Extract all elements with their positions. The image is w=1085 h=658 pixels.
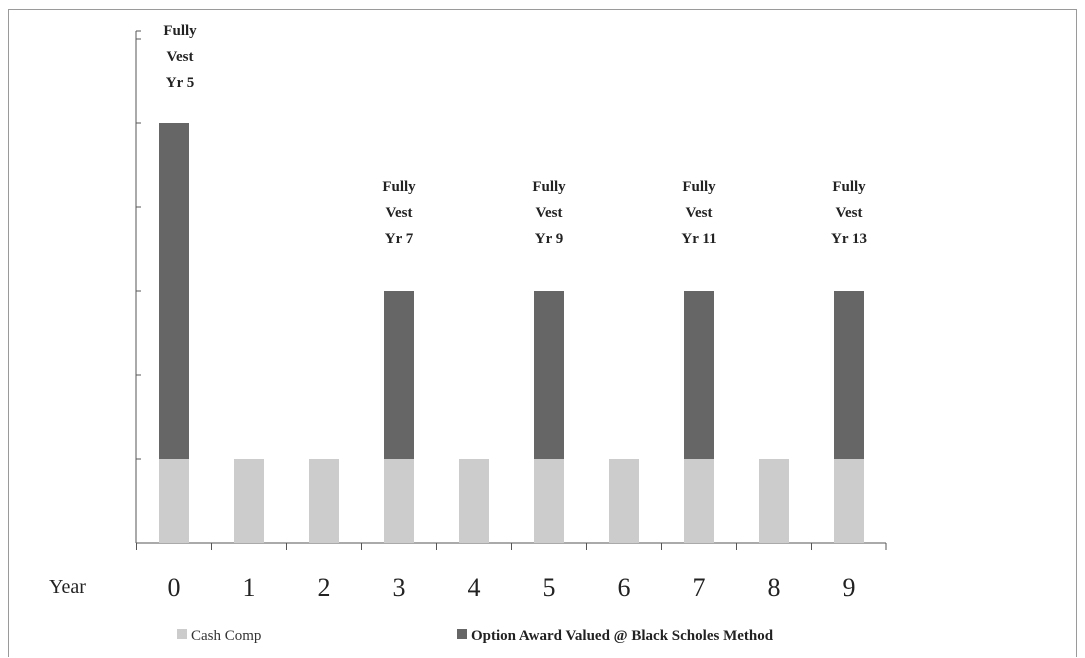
bars-layer <box>159 123 864 543</box>
annotation-fully-vest: Fully Vest Yr 9 <box>532 179 566 247</box>
annotation-line: Yr 11 <box>681 231 716 247</box>
annotation-line: Vest <box>386 205 413 221</box>
bar-cash-comp <box>759 459 789 543</box>
bar-cash-comp <box>609 459 639 543</box>
annotation-line: Fully <box>163 23 197 39</box>
bar-cash-comp <box>234 459 264 543</box>
annotation-line: Fully <box>832 179 866 195</box>
x-tick-label: 6 <box>618 573 631 602</box>
annotation-line: Vest <box>167 49 194 65</box>
annotation-fully-vest: Fully Vest Yr 5 <box>163 23 197 91</box>
bar-cash-comp <box>384 459 414 543</box>
legend-swatch-option-award <box>457 629 467 639</box>
x-tick-label: 0 <box>168 573 181 602</box>
annotation-line: Vest <box>686 205 713 221</box>
x-tick-label: 9 <box>843 573 856 602</box>
labels-layer: Year 0 1 2 3 4 5 6 7 8 9 <box>49 573 856 602</box>
annotation-line: Yr 7 <box>385 231 414 247</box>
x-tick-label: 7 <box>693 573 706 602</box>
bar-option-award <box>534 291 564 459</box>
x-tick-label: 8 <box>768 573 781 602</box>
bar-cash-comp <box>684 459 714 543</box>
bar-cash-comp <box>834 459 864 543</box>
bar-cash-comp <box>159 459 189 543</box>
x-axis-title: Year <box>49 576 86 598</box>
x-tick-label: 4 <box>468 573 481 602</box>
bar-cash-comp <box>534 459 564 543</box>
annotation-line: Vest <box>836 205 863 221</box>
legend-label-option-award: Option Award Valued @ Black Scholes Meth… <box>471 628 774 644</box>
bar-option-award <box>684 291 714 459</box>
legend-label-cash-comp: Cash Comp <box>191 628 261 644</box>
x-tick-label: 1 <box>243 573 256 602</box>
x-tick-label: 5 <box>543 573 556 602</box>
bar-option-award <box>834 291 864 459</box>
annotation-line: Fully <box>532 179 566 195</box>
annotation-line: Vest <box>536 205 563 221</box>
annotation-line: Fully <box>682 179 716 195</box>
legend: Cash Comp Option Award Valued @ Black Sch… <box>177 628 774 644</box>
x-tick-label: 3 <box>393 573 406 602</box>
bar-option-award <box>159 123 189 459</box>
bar-cash-comp <box>309 459 339 543</box>
annotation-fully-vest: Fully Vest Yr 13 <box>831 179 867 247</box>
annotation-line: Yr 9 <box>535 231 563 247</box>
annotation-line: Fully <box>382 179 416 195</box>
bar-option-award <box>384 291 414 459</box>
x-tick-label: 2 <box>318 573 331 602</box>
bar-cash-comp <box>459 459 489 543</box>
annotation-line: Yr 13 <box>831 231 867 247</box>
annotation-fully-vest: Fully Vest Yr 7 <box>382 179 416 247</box>
legend-swatch-cash-comp <box>177 629 187 639</box>
annotation-line: Yr 5 <box>166 75 194 91</box>
annotation-fully-vest: Fully Vest Yr 11 <box>681 179 716 247</box>
